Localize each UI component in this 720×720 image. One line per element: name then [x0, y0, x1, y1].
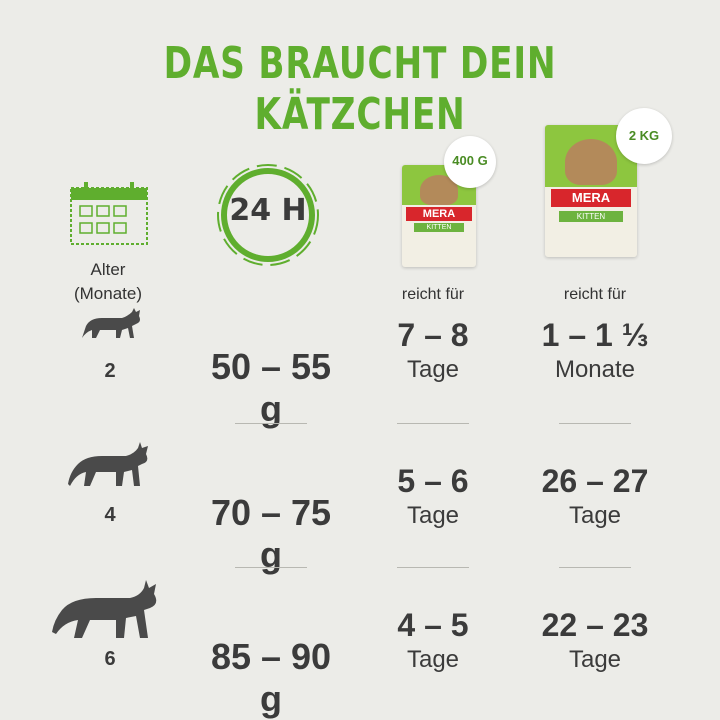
small-bag-unit: Tage	[406, 502, 460, 529]
divider	[235, 567, 307, 568]
cat-icon-large	[50, 580, 164, 649]
small-bag-duration: 5 – 6	[397, 463, 469, 499]
small-bag-duration: 4 – 5	[397, 607, 469, 643]
divider	[397, 567, 469, 568]
reicht-fuer-small: reicht für	[401, 286, 465, 303]
divider	[235, 423, 307, 424]
small-bag-unit: Tage	[406, 356, 460, 383]
variant-label: KITTEN	[414, 223, 464, 232]
daily-grams: 70 – 75 g	[210, 492, 332, 575]
size-badge-large-label: 2 KG	[628, 128, 660, 143]
small-bag-duration: 7 – 8	[397, 317, 469, 353]
variant-label: KITTEN	[559, 211, 623, 222]
age-value: 4	[104, 504, 116, 526]
cat-icon-medium	[64, 442, 154, 497]
period-badge: 24 H	[229, 193, 307, 228]
calendar-icon	[70, 180, 148, 251]
cat-icon-small	[76, 308, 144, 349]
large-bag-duration: 22 – 23	[541, 607, 649, 643]
daily-grams: 50 – 55 g	[210, 346, 332, 429]
daily-grams: 85 – 90 g	[210, 636, 332, 719]
size-badge-small-label: 400 G	[452, 153, 488, 168]
brand-label: MERA	[551, 189, 631, 207]
kitten-image	[565, 139, 617, 185]
age-label: Alter (Monate)	[58, 258, 158, 306]
age-label-line2: (Monate)	[73, 284, 143, 303]
small-bag-unit: Tage	[406, 646, 460, 673]
age-value: 6	[104, 648, 116, 670]
size-badge-small	[444, 136, 496, 188]
page-title: DAS BRAUCHT DEIN KÄTZCHEN	[163, 38, 557, 140]
divider	[397, 423, 469, 424]
large-bag-duration: 1 – 1 ⅓	[541, 317, 649, 353]
age-value: 2	[104, 360, 116, 382]
size-badge-large	[616, 108, 672, 164]
age-label-line1: Alter	[90, 260, 126, 279]
large-bag-unit: Tage	[568, 646, 622, 673]
daily-circle-icon	[212, 160, 328, 275]
reicht-fuer-large: reicht für	[563, 286, 627, 303]
large-bag-unit: Monate	[554, 356, 636, 383]
divider	[559, 567, 631, 568]
brand-label: MERA	[406, 207, 472, 221]
large-bag-duration: 26 – 27	[541, 463, 649, 499]
divider	[559, 423, 631, 424]
large-bag-unit: Tage	[568, 502, 622, 529]
